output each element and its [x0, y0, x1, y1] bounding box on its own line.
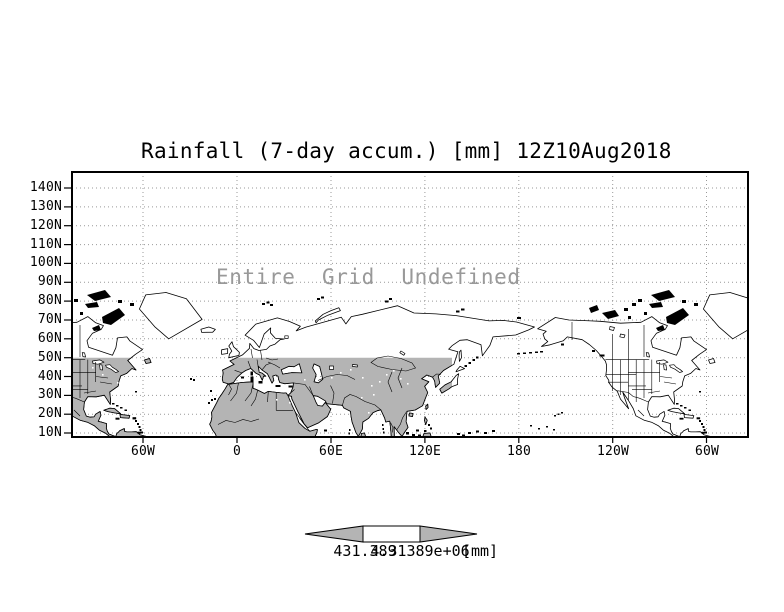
map-frame [71, 171, 749, 438]
lon-tick-label: 60W [694, 444, 720, 459]
lon-tick-label: 180 [506, 444, 532, 459]
lat-tick-label: 70N [37, 312, 62, 327]
lat-tick-label: 30N [37, 387, 62, 402]
lat-tick-label: 40N [37, 369, 62, 384]
lat-tick-label: 10N [37, 425, 62, 440]
lat-tick-label: 110N [29, 237, 62, 252]
axis-ticks [64, 187, 708, 443]
lat-tick-label: 80N [37, 293, 62, 308]
lat-tick-label: 130N [29, 199, 62, 214]
world-map [64, 171, 749, 443]
lat-tick-label: 120N [29, 218, 62, 233]
lat-tick-label: 50N [37, 350, 62, 365]
lon-tick-label: 120W [596, 444, 630, 459]
colorbar-right-arrow [419, 525, 478, 543]
plot-title: Rainfall (7-day accum.) [mm] 12Z10Aug201… [141, 139, 672, 163]
colorbar [304, 525, 478, 543]
lon-tick-label: 60E [318, 444, 344, 459]
lat-tick-label: 90N [37, 274, 62, 289]
lat-tick-label: 60N [37, 331, 62, 346]
lon-tick-label: 0 [232, 444, 242, 459]
lat-tick-label: 20N [37, 406, 62, 421]
lat-tick-label: 140N [29, 180, 62, 195]
lon-tick-label: 120E [408, 444, 442, 459]
colorbar-left-arrow [304, 525, 364, 543]
colorbar-box [362, 525, 421, 543]
colorbar-units-label: [mm] [461, 542, 499, 560]
lat-tick-label: 100N [29, 255, 62, 270]
colorbar-right-label: 4.31389e+06 [370, 542, 470, 560]
undefined-grid-annotation: Entire Grid Undefined [216, 265, 521, 289]
land-speckle [92, 367, 409, 419]
lon-tick-label: 60W [130, 444, 156, 459]
colorbar-left-label: 431.389 [333, 542, 397, 560]
